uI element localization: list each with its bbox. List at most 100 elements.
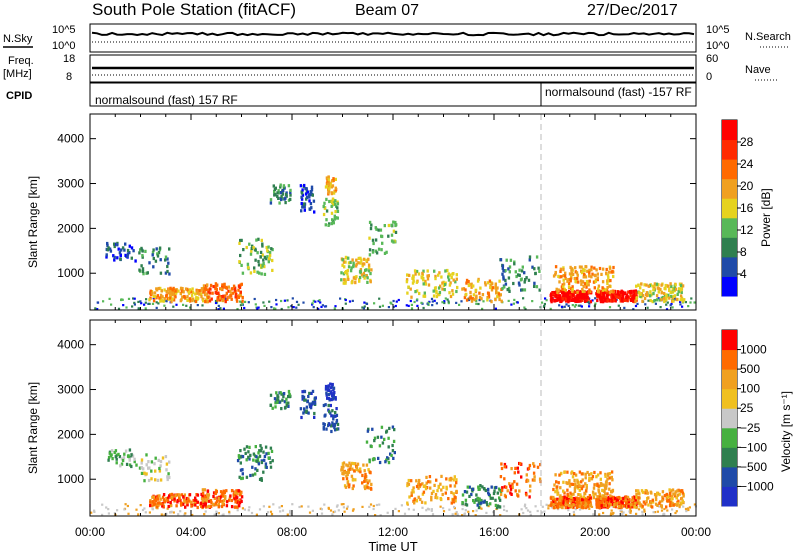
velocity-echo-point (510, 467, 513, 471)
velocity-echo-point (147, 478, 151, 483)
power-echo-point (148, 261, 151, 265)
velocity-echo-point (629, 505, 632, 509)
velocity-echo-point (346, 471, 349, 475)
power-echo-point (318, 299, 321, 302)
velocity-echo-point (436, 489, 439, 493)
velocity-echo-point (612, 504, 616, 508)
power-echo-point (561, 290, 564, 294)
power-echo-point (324, 305, 328, 308)
power-echo-point (480, 297, 483, 301)
velocity-echo-point (496, 504, 500, 508)
power-echo-point (379, 228, 383, 232)
power-echo-point (413, 269, 417, 273)
power-echo-point (261, 253, 264, 257)
velocity-echo-point (269, 461, 272, 465)
velocity-echo-point (461, 514, 464, 517)
power-echo-point (518, 268, 521, 272)
velocity-echo-point (303, 390, 307, 394)
velocity-echo-point (346, 464, 350, 468)
velocity-echo-point (270, 513, 274, 516)
power-echo-point (430, 297, 434, 300)
velocity-echo-point (562, 489, 565, 493)
velocity-echo-point (592, 513, 595, 516)
power-echo-point (221, 285, 224, 289)
power-echo-point (587, 300, 590, 304)
velocity-echo-point (684, 507, 688, 511)
power-echo-point (564, 298, 567, 302)
power-echo-point (567, 304, 570, 307)
velocity-echo-point (120, 462, 124, 466)
velocity-echo-point (468, 485, 471, 489)
velocity-echo-point (135, 463, 138, 467)
power-echo-point (256, 307, 259, 310)
velocity-echo-point (332, 386, 336, 390)
velocity-echo-point (340, 465, 344, 469)
velocity-echo-point (567, 494, 571, 498)
power-echo-point (188, 288, 192, 292)
velocity-echo-point (173, 497, 176, 501)
velocity-echo-point (598, 513, 601, 516)
velocity-echo-point (219, 505, 222, 508)
velocity-echo-point (641, 504, 644, 508)
power-echo-point (409, 299, 412, 303)
power-echo-point (360, 273, 364, 277)
velocity-echo-point (647, 503, 650, 507)
velocity-echo-point (629, 510, 632, 513)
power-echo-point (363, 262, 366, 266)
velocity-echo-point (364, 474, 367, 478)
velocity-echo-point (578, 488, 581, 492)
power-echo-point (253, 248, 257, 252)
power-echo-point (570, 274, 573, 278)
power-echo-point (557, 288, 560, 292)
velocity-echo-point (561, 505, 564, 510)
velocity-echo-point (603, 484, 607, 488)
power-echo-point (564, 276, 567, 281)
velocity-echo-point (554, 490, 557, 494)
velocity-echo-point (331, 393, 334, 397)
power-echo-point (655, 294, 659, 298)
velocity-echo-point (489, 496, 492, 500)
velocity-echo-point (631, 499, 634, 503)
power-echo-point (203, 293, 207, 297)
power-echo-point (431, 300, 434, 303)
velocity-echo-point (156, 478, 160, 482)
power-echo-point (568, 296, 571, 300)
power-echo-point (367, 257, 370, 261)
power-echo-point (635, 296, 638, 301)
power-echo-point (681, 299, 685, 303)
velocity-echo-point (672, 503, 675, 507)
velocity-echo-point (475, 509, 478, 512)
power-echo-point (603, 290, 606, 294)
power-echo-point (140, 302, 143, 305)
velocity-echo-point (494, 498, 497, 502)
velocity-echo-point (334, 414, 337, 418)
velocity-echo-point (174, 494, 177, 498)
velocity-echo-point (186, 503, 189, 507)
power-echo-point (574, 296, 577, 300)
power-echo-point (605, 289, 608, 293)
power-echo-point (172, 298, 176, 302)
power-echo-point (158, 296, 161, 300)
velocity-echo-point (415, 484, 419, 489)
velocity-echo-point (202, 504, 205, 508)
power-echo-point (573, 276, 576, 281)
power-echo-point (554, 293, 558, 297)
freq-unit-label: [MHz] (3, 68, 32, 80)
power-echo-point (507, 286, 511, 290)
velocity-echo-point (124, 449, 128, 453)
velocity-echo-point (329, 403, 332, 408)
power-echo-point (342, 260, 346, 264)
power-echo-point (344, 302, 347, 305)
velocity-echo-point (658, 501, 661, 505)
velocity-echo-point (579, 508, 582, 511)
velocity-echo-point (201, 488, 205, 492)
power-echo-point (262, 258, 265, 262)
velocity-echo-point (288, 393, 291, 397)
velocity-echo-point (486, 503, 489, 507)
velocity-echo-point (490, 485, 493, 489)
power-echo-point (336, 202, 340, 206)
power-echo-point (331, 218, 334, 222)
velocity-echo-point (162, 498, 166, 502)
velocity-echo-point (573, 472, 576, 476)
power-echo-point (420, 301, 423, 304)
